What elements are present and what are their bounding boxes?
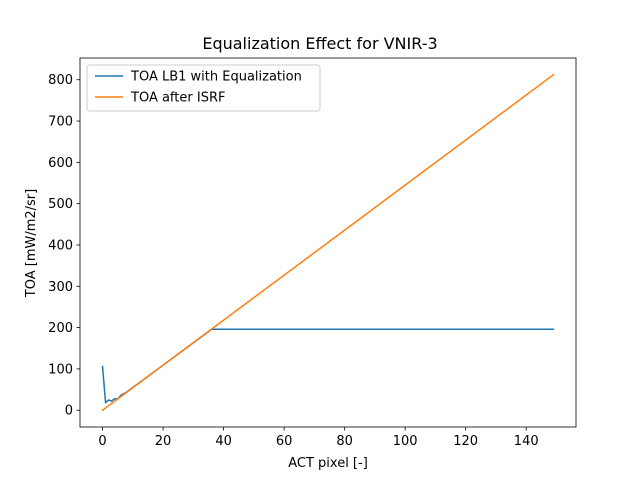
x-tick-label: 40 bbox=[215, 434, 232, 449]
y-tick-label: 800 bbox=[48, 73, 73, 88]
legend-label-2: TOA after ISRF bbox=[130, 91, 225, 106]
x-tick-label: 60 bbox=[276, 434, 293, 449]
x-tick-label: 0 bbox=[98, 434, 106, 449]
plot-area: 0 20 40 60 80 100 120 140 0 100 200 300 400 500 600 700… bbox=[48, 57, 577, 449]
y-tick-label: 600 bbox=[48, 156, 73, 171]
x-tick-label: 80 bbox=[336, 434, 353, 449]
series-line-2 bbox=[101, 73, 555, 412]
y-tick-label: 700 bbox=[48, 115, 73, 130]
y-tick-label: 500 bbox=[48, 197, 73, 212]
chart-title: Equalization Effect for VNIR-3 bbox=[202, 34, 437, 53]
x-tick-label: 140 bbox=[514, 434, 539, 449]
y-tick-label: 100 bbox=[48, 362, 73, 377]
axes-frame bbox=[79, 57, 577, 428]
y-axis-label: TOA [mW/m2/sr] bbox=[24, 189, 39, 298]
y-tick-label: 200 bbox=[48, 321, 73, 336]
x-tick-label: 120 bbox=[453, 434, 478, 449]
legend-label-1: TOA LB1 with Equalization bbox=[130, 70, 302, 85]
x-tick-label: 20 bbox=[155, 434, 172, 449]
x-axis-label: ACT pixel [-] bbox=[288, 456, 368, 471]
x-tick-label: 100 bbox=[393, 434, 418, 449]
y-tick-label: 400 bbox=[48, 238, 73, 253]
y-tick-label: 300 bbox=[48, 280, 73, 295]
legend-box bbox=[86, 64, 321, 112]
y-tick-label: 0 bbox=[65, 404, 73, 419]
